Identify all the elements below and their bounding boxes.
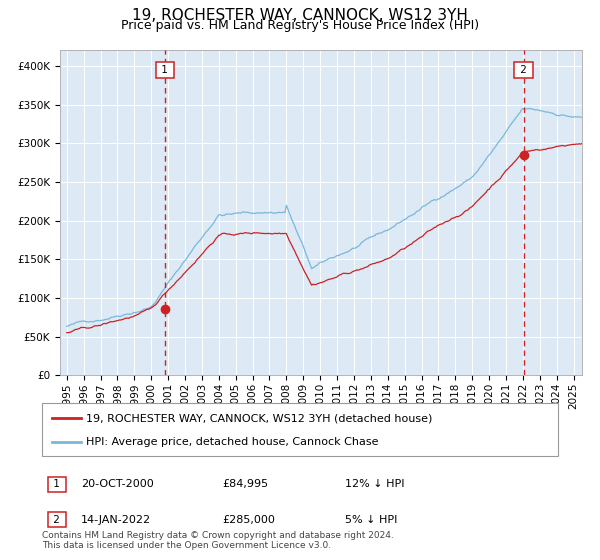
Text: 2: 2: [517, 65, 530, 75]
Text: 5% ↓ HPI: 5% ↓ HPI: [345, 515, 397, 525]
Text: 1: 1: [50, 479, 64, 489]
Text: 19, ROCHESTER WAY, CANNOCK, WS12 3YH: 19, ROCHESTER WAY, CANNOCK, WS12 3YH: [132, 8, 468, 24]
Text: £285,000: £285,000: [222, 515, 275, 525]
Text: 20-OCT-2000: 20-OCT-2000: [81, 479, 154, 489]
Text: 12% ↓ HPI: 12% ↓ HPI: [345, 479, 404, 489]
Text: £84,995: £84,995: [222, 479, 268, 489]
Text: Price paid vs. HM Land Registry's House Price Index (HPI): Price paid vs. HM Land Registry's House …: [121, 19, 479, 32]
Text: 14-JAN-2022: 14-JAN-2022: [81, 515, 151, 525]
Text: 1: 1: [158, 65, 172, 75]
Text: Contains HM Land Registry data © Crown copyright and database right 2024.
This d: Contains HM Land Registry data © Crown c…: [42, 530, 394, 550]
Text: 2: 2: [50, 515, 64, 525]
FancyBboxPatch shape: [42, 403, 558, 456]
Text: HPI: Average price, detached house, Cannock Chase: HPI: Average price, detached house, Cann…: [86, 436, 379, 446]
Text: 19, ROCHESTER WAY, CANNOCK, WS12 3YH (detached house): 19, ROCHESTER WAY, CANNOCK, WS12 3YH (de…: [86, 413, 432, 423]
